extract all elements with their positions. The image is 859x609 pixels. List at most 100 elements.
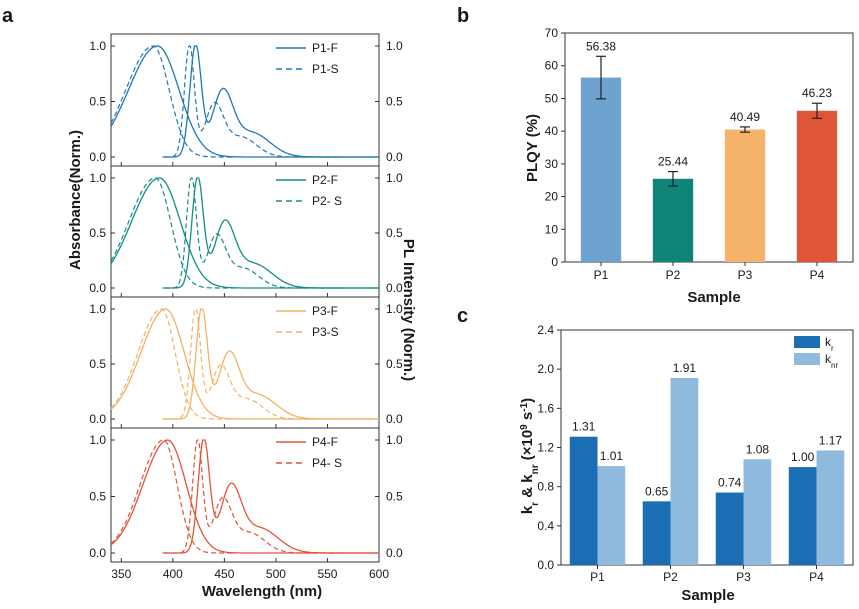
abs-film-line [110, 45, 379, 158]
c-ylabel-exp2: -1 [519, 402, 530, 411]
spectra-subpanel-P3: 0.0 0.0 0.5 0.5 1.0 1.0 P3-F P3-S [89, 296, 403, 429]
b-bar-P4 [796, 110, 838, 262]
y-tick-label-right: 0.5 [386, 357, 403, 371]
a-xlabel: Wavelength (nm) [202, 583, 322, 600]
y-tick-label-left: 0.0 [89, 412, 106, 426]
y-tick-label-right: 0.5 [386, 490, 403, 504]
panel-letter-b: b [457, 5, 469, 27]
c-value-label: 0.65 [645, 484, 669, 498]
legend-label-film: P1-F [312, 41, 338, 55]
y-tick-label-left: 0.0 [89, 546, 106, 560]
b-y-tick-label: 70 [545, 26, 559, 40]
x-tick-label: 500 [266, 567, 286, 581]
b-y-tick-label: 30 [545, 157, 559, 171]
pl-film-line [162, 439, 379, 554]
y-tick-label-right: 0.0 [386, 150, 403, 164]
c-bar-knr-P2 [670, 377, 699, 565]
c-value-label: 0.74 [718, 476, 742, 490]
b-bar-P3 [724, 129, 766, 262]
c-legend-sub: r [831, 344, 834, 353]
b-xlabel: Sample [687, 289, 740, 306]
c-legend-swatch-knr [794, 353, 820, 365]
y-tick-label-left: 1.0 [89, 39, 106, 53]
c-bar-kr-P4 [788, 467, 817, 565]
c-bar-kr-P2 [642, 501, 671, 565]
b-bar-P2 [652, 178, 694, 262]
y-tick-label-left: 1.0 [89, 433, 106, 447]
y-tick-label-right: 1.0 [386, 433, 403, 447]
y-tick-label-left: 1.0 [89, 171, 106, 185]
c-y-tick-label: 2.4 [537, 323, 554, 337]
c-bar-knr-P3 [743, 459, 772, 565]
c-ylabel-k1: k [519, 505, 536, 514]
panel-letter-c: c [457, 305, 468, 327]
b-x-tick-label: P4 [810, 268, 825, 282]
b-value-label: 40.49 [730, 110, 760, 124]
spectra-subpanel-P1: 0.0 0.0 0.5 0.5 1.0 1.0 P1-F P1-S [89, 33, 403, 167]
y-tick-label-right: 1.0 [386, 39, 403, 53]
c-legend-k: k [825, 352, 832, 366]
b-y-tick-label: 10 [545, 222, 559, 236]
legend-label-solution: P4- S [312, 456, 342, 470]
c-y-tick-label: 2.0 [537, 362, 554, 376]
b-y-tick-label: 20 [545, 190, 559, 204]
c-ylabel: kr & knr (×109 s-1) [519, 398, 541, 514]
c-x-tick-label: P2 [663, 570, 678, 584]
legend-label-solution: P1-S [312, 62, 339, 76]
legend-label-film: P2-F [312, 173, 338, 187]
b-frame [564, 32, 854, 263]
y-tick-label-left: 0.5 [89, 95, 106, 109]
y-tick-label-left: 0.0 [89, 150, 106, 164]
c-ylabel-exp: 9 [519, 424, 530, 430]
pl-solution-line [164, 439, 338, 554]
b-x-tick-label: P2 [666, 268, 681, 282]
x-tick-label: 450 [214, 567, 234, 581]
y-tick-label-right: 1.0 [386, 302, 403, 316]
b-y-tick-label: 0 [551, 255, 558, 269]
abs-solution-line [110, 439, 235, 554]
c-bar-knr-P1 [597, 466, 626, 565]
c-legend-k: k [825, 335, 832, 349]
c-ylabel-amp: & k [519, 474, 536, 502]
c-bar-kr-P3 [715, 492, 744, 565]
c-bar-knr-P4 [816, 450, 845, 565]
c-ylabel-s: s [519, 412, 536, 425]
c-ylabel-close: ) [519, 398, 536, 403]
subpanel-frame [110, 296, 380, 429]
y-tick-label-left: 0.0 [89, 281, 106, 295]
plqy-panel: PLQY (%) Sample 0 10 20 30 40 50 60 70 56.38 P1 25… [524, 26, 854, 306]
c-legend-swatch-kr [794, 336, 820, 348]
y-tick-label-left: 0.5 [89, 490, 106, 504]
pl-film-line [162, 45, 379, 158]
b-value-label: 56.38 [586, 39, 616, 53]
pl-solution-line [164, 45, 338, 158]
c-xlabel: Sample [681, 587, 734, 604]
c-x-tick-label: P3 [736, 570, 751, 584]
rates-panel: kr & knr (×109 s-1) Sample 0.00.40.81.21… [519, 323, 854, 604]
x-tick-label: 600 [369, 567, 389, 581]
c-value-label: 1.17 [819, 433, 843, 447]
c-legend-label-kr: kr [825, 335, 834, 353]
pl-film-line [162, 308, 379, 420]
a-ylabel-right: PL Intensity (Norm.) [400, 239, 417, 381]
subpanel-frame [110, 33, 380, 167]
c-x-tick-label: P1 [590, 570, 605, 584]
subpanel-frame [110, 427, 380, 563]
b-value-label: 25.44 [658, 155, 688, 169]
pl-film-line [162, 177, 379, 289]
y-tick-label-right: 0.0 [386, 281, 403, 295]
c-value-label: 1.91 [673, 361, 697, 375]
b-y-tick-label: 40 [545, 124, 559, 138]
c-y-tick-label: 0.0 [537, 558, 554, 572]
subpanel-frame [110, 165, 380, 298]
abs-solution-line [110, 177, 235, 289]
abs-film-line [110, 308, 379, 420]
spectra-subpanel-P4: 0.0 0.0 0.5 0.5 1.0 1.0 P4-F P4- S [89, 427, 403, 563]
abs-solution-line [110, 308, 235, 420]
pl-solution-line [164, 177, 338, 289]
b-bar-P1 [580, 77, 622, 262]
y-tick-label-right: 0.0 [386, 412, 403, 426]
y-tick-label-left: 1.0 [89, 302, 106, 316]
c-legend-sub: nr [831, 361, 838, 370]
